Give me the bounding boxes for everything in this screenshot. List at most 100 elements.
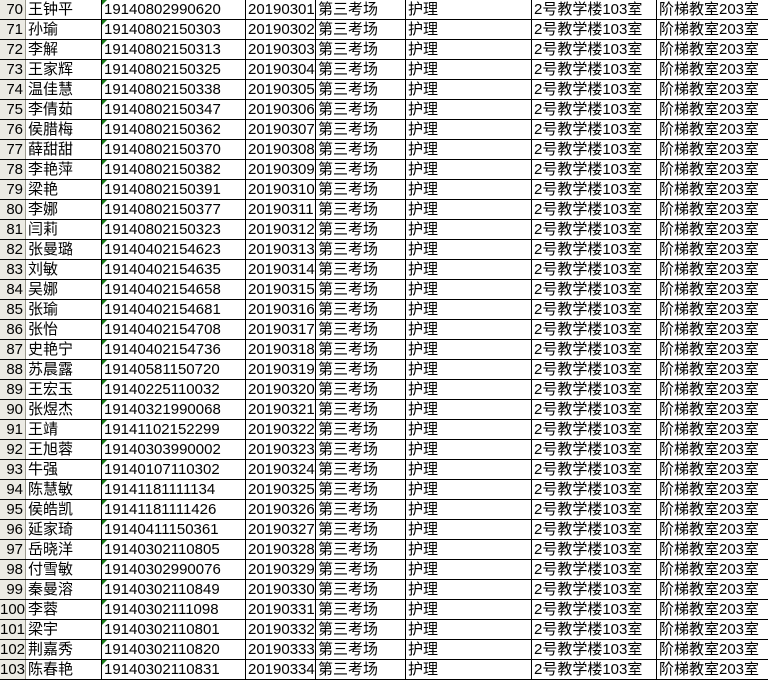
name-cell[interactable]: 岳晓洋: [26, 540, 102, 559]
room2-cell[interactable]: 阶梯教室203室: [659, 221, 760, 238]
id-cell[interactable]: 19140107110302: [102, 460, 246, 479]
room1-cell[interactable]: 2号教学楼103室: [532, 500, 657, 519]
major-cell[interactable]: 护理: [406, 200, 532, 219]
row-header[interactable]: 100: [0, 600, 26, 619]
row-header[interactable]: 98: [0, 560, 26, 579]
venue-cell[interactable]: 第三考场: [316, 340, 406, 359]
name-cell[interactable]: 付雪敏: [26, 560, 102, 579]
exam-number-cell[interactable]: 20190319: [248, 360, 316, 379]
exam-number-cell[interactable]: 20190315: [248, 280, 316, 299]
room2-cell[interactable]: 阶梯教室203室: [659, 61, 760, 78]
venue-cell[interactable]: 第三考场: [316, 420, 406, 439]
id-cell[interactable]: 19141102152299: [102, 420, 246, 439]
name-cell[interactable]: 王宏玉: [26, 380, 102, 399]
name-cell[interactable]: 苏晨露: [26, 360, 102, 379]
name-cell[interactable]: 张曼璐: [26, 240, 102, 259]
major-cell[interactable]: 护理: [406, 620, 532, 639]
room2-cell[interactable]: 阶梯教室203室: [659, 441, 760, 458]
room2-cell[interactable]: 阶梯教室203室: [659, 501, 760, 518]
room1-cell[interactable]: 2号教学楼103室: [532, 220, 657, 239]
exam-number-cell[interactable]: 20190328: [248, 540, 316, 559]
venue-cell[interactable]: 第三考场: [316, 380, 406, 399]
name-cell[interactable]: 侯腊梅: [26, 120, 102, 139]
room1-cell[interactable]: 2号教学楼103室: [532, 160, 657, 179]
exam-number-cell[interactable]: 20190316: [248, 300, 316, 319]
id-cell[interactable]: 19140302110831: [102, 660, 246, 679]
room2-cell[interactable]: 阶梯教室203室: [659, 461, 760, 478]
exam-number-cell[interactable]: 20190320: [248, 380, 316, 399]
exam-number-cell[interactable]: 20190317: [248, 320, 316, 339]
room1-cell[interactable]: 2号教学楼103室: [532, 180, 657, 199]
venue-cell[interactable]: 第三考场: [316, 120, 406, 139]
room2-cell[interactable]: 阶梯教室203室: [659, 541, 760, 558]
exam-number-cell[interactable]: 20190308: [248, 140, 316, 159]
name-cell[interactable]: 刘敏: [26, 260, 102, 279]
name-cell[interactable]: 吴娜: [26, 280, 102, 299]
venue-cell[interactable]: 第三考场: [316, 480, 406, 499]
room2-cell[interactable]: 阶梯教室203室: [659, 661, 760, 678]
major-cell[interactable]: 护理: [406, 560, 532, 579]
room1-cell[interactable]: 2号教学楼103室: [532, 360, 657, 379]
venue-cell[interactable]: 第三考场: [316, 60, 406, 79]
id-cell[interactable]: 19140321990068: [102, 400, 246, 419]
room1-cell[interactable]: 2号教学楼103室: [532, 280, 657, 299]
id-cell[interactable]: 19140402154635: [102, 260, 246, 279]
venue-cell[interactable]: 第三考场: [316, 300, 406, 319]
id-cell[interactable]: 19140303990002: [102, 440, 246, 459]
major-cell[interactable]: 护理: [406, 500, 532, 519]
row-header[interactable]: 95: [0, 500, 26, 519]
room2-cell[interactable]: 阶梯教室203室: [659, 521, 760, 538]
name-cell[interactable]: 侯皓凯: [26, 500, 102, 519]
room2-cell[interactable]: 阶梯教室203室: [659, 301, 760, 318]
room1-cell[interactable]: 2号教学楼103室: [532, 580, 657, 599]
major-cell[interactable]: 护理: [406, 140, 532, 159]
room1-cell[interactable]: 2号教学楼103室: [532, 400, 657, 419]
name-cell[interactable]: 陈春艳: [26, 660, 102, 679]
venue-cell[interactable]: 第三考场: [316, 440, 406, 459]
row-header[interactable]: 99: [0, 580, 26, 599]
room2-cell[interactable]: 阶梯教室203室: [659, 621, 760, 638]
id-cell[interactable]: 19140802150338: [102, 80, 246, 99]
venue-cell[interactable]: 第三考场: [316, 500, 406, 519]
venue-cell[interactable]: 第三考场: [316, 620, 406, 639]
major-cell[interactable]: 护理: [406, 160, 532, 179]
room2-cell[interactable]: 阶梯教室203室: [659, 241, 760, 258]
room1-cell[interactable]: 2号教学楼103室: [532, 200, 657, 219]
row-header[interactable]: 87: [0, 340, 26, 359]
room1-cell[interactable]: 2号教学楼103室: [532, 40, 657, 59]
venue-cell[interactable]: 第三考场: [316, 240, 406, 259]
major-cell[interactable]: 护理: [406, 240, 532, 259]
id-cell[interactable]: 19140802150323: [102, 220, 246, 239]
row-header[interactable]: 88: [0, 360, 26, 379]
room1-cell[interactable]: 2号教学楼103室: [532, 620, 657, 639]
major-cell[interactable]: 护理: [406, 180, 532, 199]
major-cell[interactable]: 护理: [406, 360, 532, 379]
exam-number-cell[interactable]: 20190326: [248, 500, 316, 519]
venue-cell[interactable]: 第三考场: [316, 200, 406, 219]
venue-cell[interactable]: 第三考场: [316, 640, 406, 659]
room2-cell[interactable]: 阶梯教室203室: [659, 341, 760, 358]
row-header[interactable]: 89: [0, 380, 26, 399]
room2-cell[interactable]: 阶梯教室203室: [659, 121, 760, 138]
room1-cell[interactable]: 2号教学楼103室: [532, 60, 657, 79]
name-cell[interactable]: 李娜: [26, 200, 102, 219]
room1-cell[interactable]: 2号教学楼103室: [532, 440, 657, 459]
name-cell[interactable]: 王钟平: [26, 0, 102, 19]
room2-cell[interactable]: 阶梯教室203室: [659, 1, 760, 18]
room1-cell[interactable]: 2号教学楼103室: [532, 560, 657, 579]
venue-cell[interactable]: 第三考场: [316, 460, 406, 479]
id-cell[interactable]: 19140302990076: [102, 560, 246, 579]
major-cell[interactable]: 护理: [406, 220, 532, 239]
room1-cell[interactable]: 2号教学楼103室: [532, 120, 657, 139]
row-header[interactable]: 85: [0, 300, 26, 319]
exam-number-cell[interactable]: 20190333: [248, 640, 316, 659]
name-cell[interactable]: 孙瑜: [26, 20, 102, 39]
major-cell[interactable]: 护理: [406, 280, 532, 299]
row-header[interactable]: 97: [0, 540, 26, 559]
major-cell[interactable]: 护理: [406, 0, 532, 19]
name-cell[interactable]: 李艳萍: [26, 160, 102, 179]
id-cell[interactable]: 19141181111426: [102, 500, 246, 519]
row-header[interactable]: 101: [0, 620, 26, 639]
room2-cell[interactable]: 阶梯教室203室: [659, 101, 760, 118]
exam-number-cell[interactable]: 20190324: [248, 460, 316, 479]
